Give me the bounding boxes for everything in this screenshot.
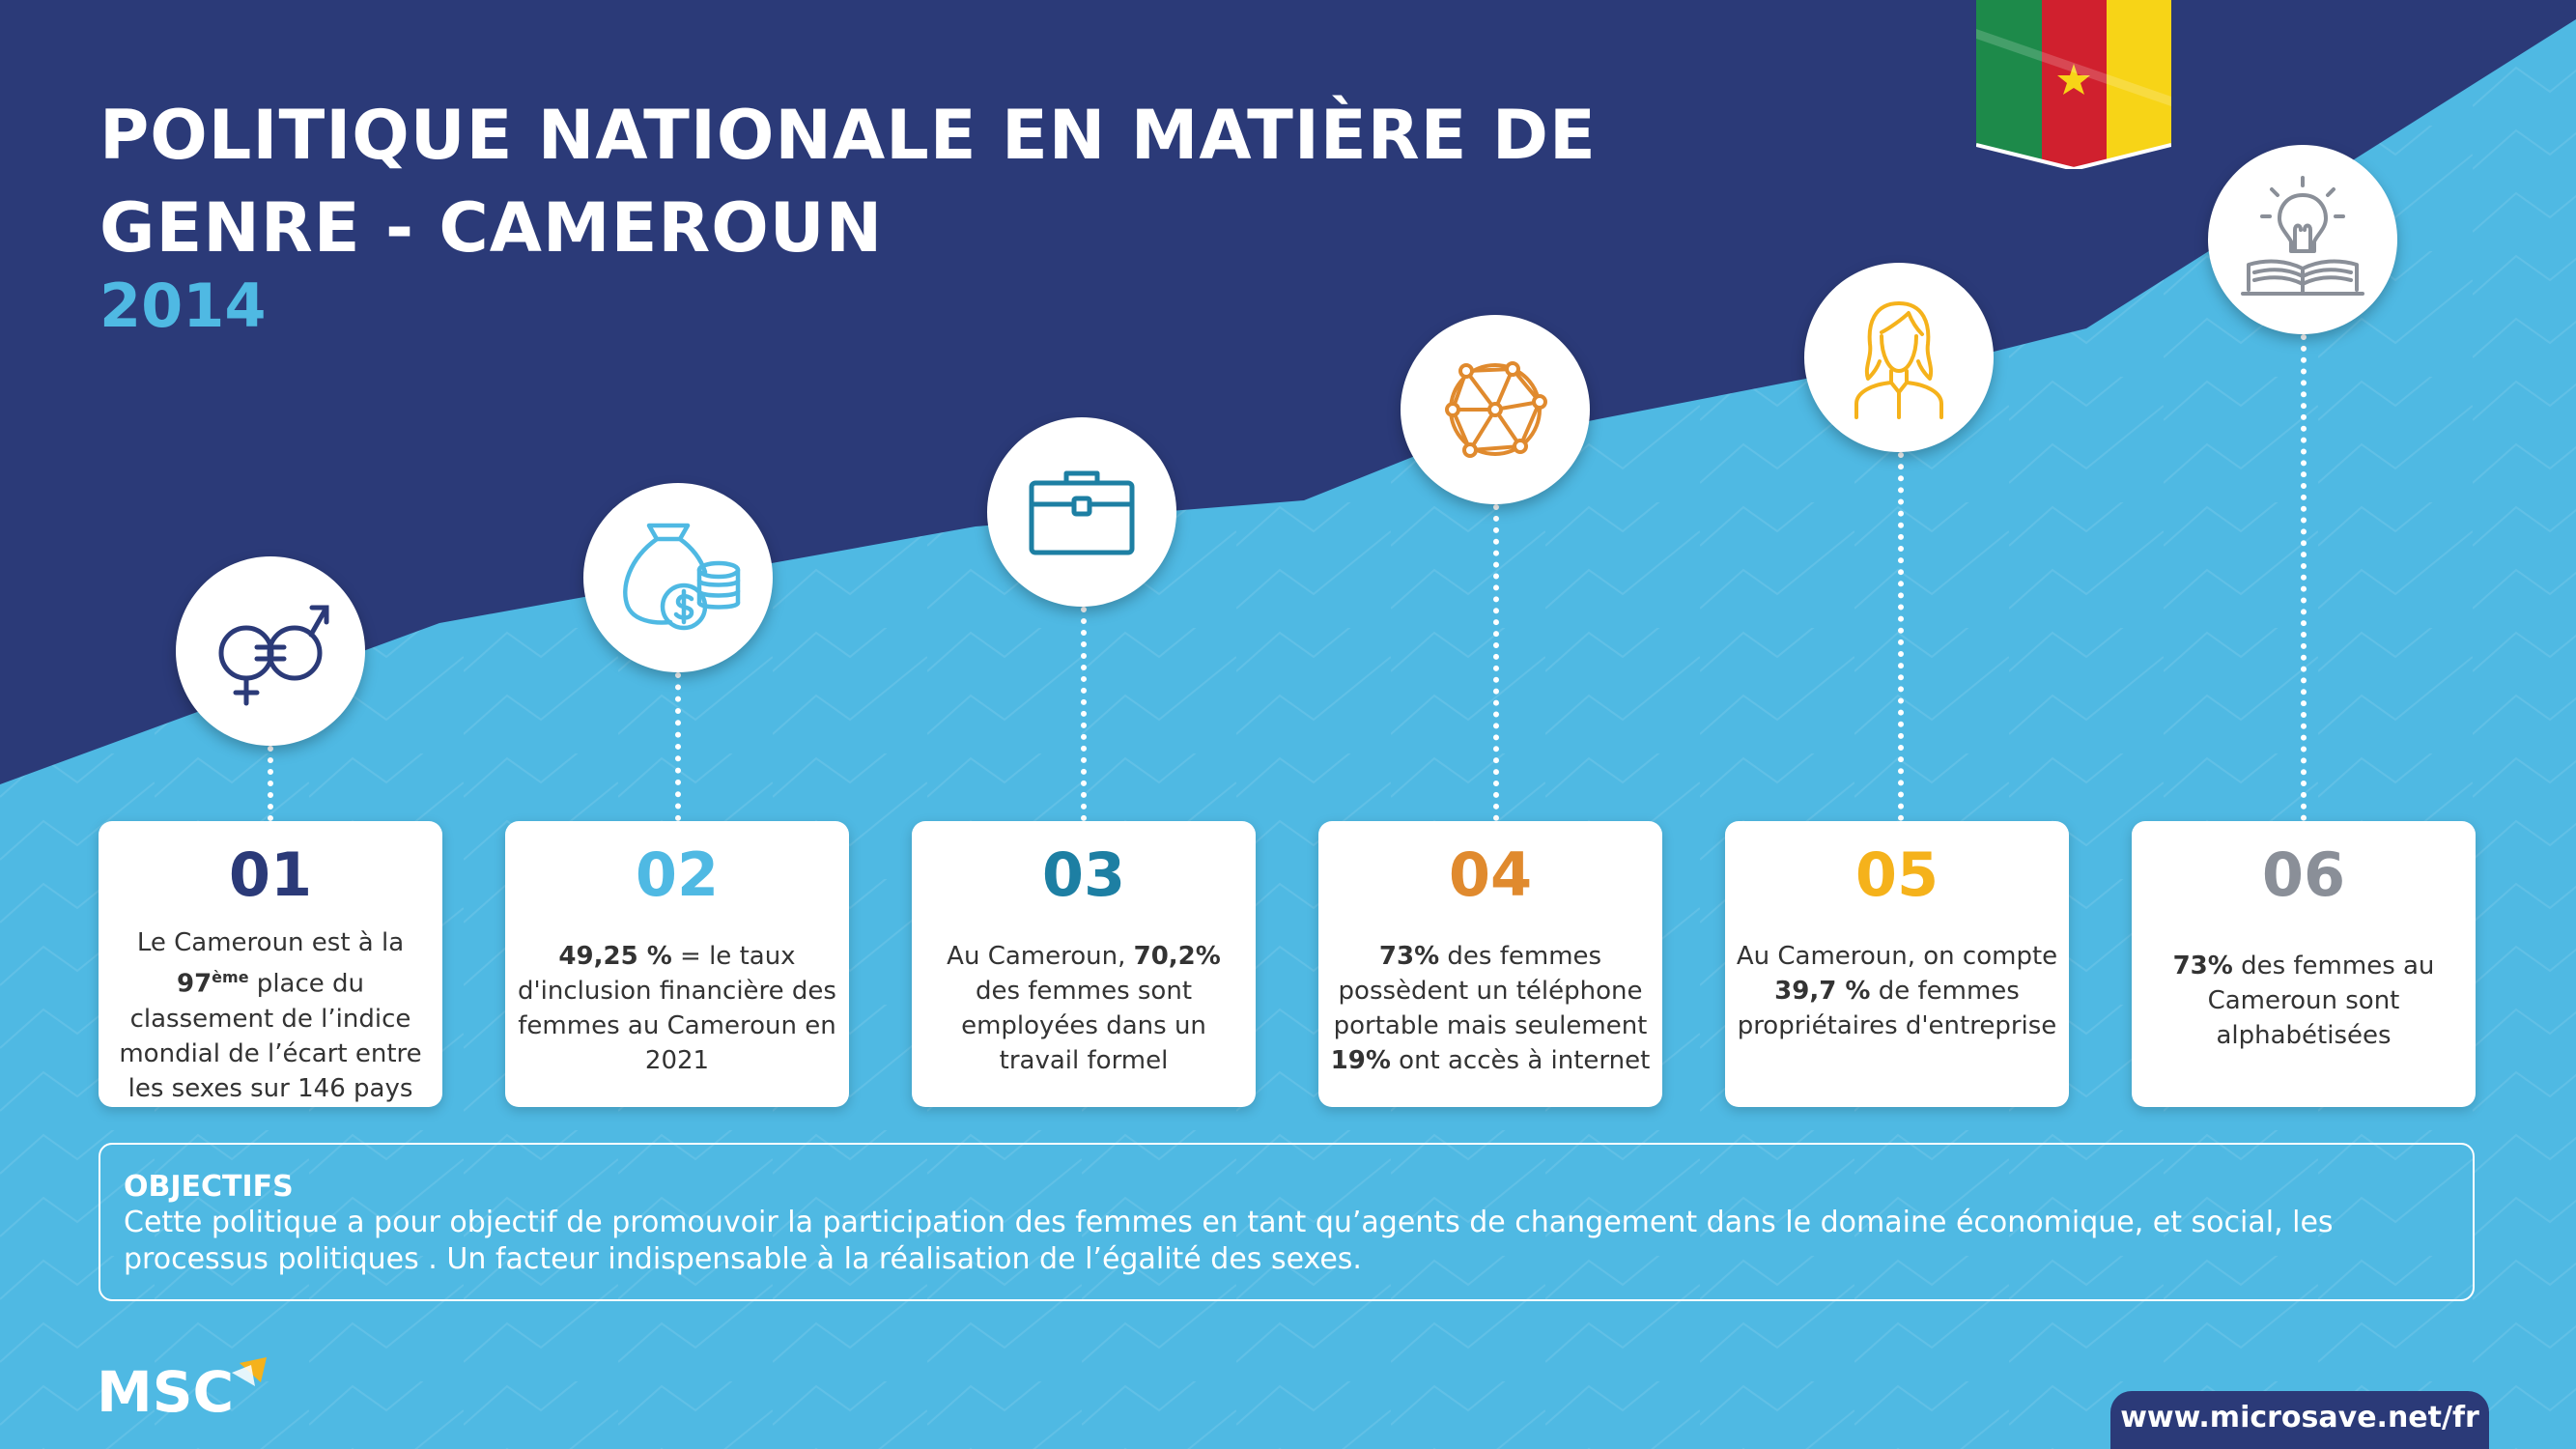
card-number: 01: [228, 839, 313, 910]
stat-card-6: 06 73% des femmes au Cameroun sont alpha…: [2132, 821, 2476, 1107]
card-text-part: 73%: [1378, 942, 1440, 971]
card-text: Au Cameroun, on compte 39,7 % de femmes …: [1735, 939, 2059, 1043]
money-bag-coins-icon: [623, 523, 741, 631]
objectives-title: OBJECTIFS: [124, 1170, 294, 1204]
card-text-part: Le Cameroun est à la: [136, 928, 405, 957]
businesswoman-icon: [1854, 301, 1943, 419]
card-text: Au Cameroun, 70,2% des femmes sont emplo…: [921, 939, 1246, 1078]
card-text-part: Au Cameroun,: [947, 942, 1134, 971]
connector-2: [675, 672, 681, 821]
card-text-part: des femmes possèdent un téléphone portab…: [1333, 942, 1648, 1040]
lightbulb-book-icon: [2241, 176, 2364, 296]
card-text: 73% des femmes possèdent un téléphone po…: [1328, 939, 1653, 1078]
connector-4: [1493, 504, 1499, 821]
card-number: 05: [1854, 839, 1939, 910]
card-text-part: 70,2%: [1133, 942, 1221, 971]
year-label: 2014: [99, 270, 267, 341]
msc-logo: MSC: [97, 1357, 267, 1423]
card-text-part: des femmes au Cameroun sont alphabétisée…: [2207, 952, 2435, 1050]
connector-6: [2301, 334, 2307, 821]
page-title: POLITIQUE NATIONALE EN MATIÈRE DE GENRE …: [99, 89, 1597, 274]
card-text: Le Cameroun est à la 97ème place du clas…: [108, 925, 433, 1106]
card-text-part: 19%: [1330, 1046, 1391, 1075]
card-text-part: Au Cameroun, on compte: [1736, 942, 2058, 971]
gender-equality-icon: [218, 605, 329, 706]
card-text-part: 49,25 %: [558, 942, 672, 971]
card-text-part: de femmes propriétaires d'entreprise: [1737, 977, 2057, 1040]
card-number: 03: [1041, 839, 1126, 910]
card-text-part: 73%: [2172, 952, 2233, 980]
website-link[interactable]: www.microsave.net/fr: [2110, 1391, 2489, 1449]
briefcase-icon: [1029, 470, 1135, 555]
icon-circle-1: [176, 556, 365, 746]
card-text-part: ème: [212, 968, 249, 986]
card-text-part: des femmes sont employées dans un travai…: [961, 977, 1206, 1075]
card-text-part: 39,7 %: [1774, 977, 1871, 1006]
network-globe-icon: [1445, 361, 1547, 458]
card-text-part: ont accès à internet: [1390, 1046, 1651, 1075]
stat-card-4: 04 73% des femmes possèdent un téléphone…: [1318, 821, 1662, 1107]
card-number: 06: [2261, 839, 2346, 910]
card-text-part: = le taux d'inclusion financière des fem…: [518, 942, 836, 1075]
card-text-part: 97: [176, 969, 212, 999]
connector-3: [1081, 607, 1087, 821]
objectives-text: Cette politique a pour objectif de promo…: [124, 1206, 2334, 1276]
card-text: 73% des femmes au Cameroun sont alphabét…: [2141, 949, 2466, 1053]
card-text-part: place du classement de l’indice mondial …: [119, 969, 422, 1103]
logo-text: MSC: [97, 1359, 234, 1423]
stat-card-3: 03 Au Cameroun, 70,2% des femmes sont em…: [912, 821, 1256, 1107]
title-line-2: GENRE - CAMEROUN: [99, 188, 884, 268]
card-text: 49,25 % = le taux d'inclusion financière…: [515, 939, 839, 1078]
card-number: 02: [635, 839, 720, 910]
icon-circle-5: [1804, 263, 1994, 452]
stat-card-2: 02 49,25 % = le taux d'inclusion financi…: [505, 821, 849, 1107]
title-line-1: POLITIQUE NATIONALE EN MATIÈRE DE: [99, 96, 1597, 175]
cameroon-flag-icon: [1976, 0, 2171, 169]
icon-circle-4: [1401, 315, 1590, 504]
card-number: 04: [1448, 839, 1533, 910]
connector-5: [1898, 452, 1904, 821]
objectives-box: OBJECTIFS Cette politique a pour objecti…: [99, 1143, 2475, 1301]
stat-card-5: 05 Au Cameroun, on compte 39,7 % de femm…: [1725, 821, 2069, 1107]
connector-1: [268, 746, 273, 821]
icon-circle-6: [2208, 145, 2397, 334]
stat-card-1: 01 Le Cameroun est à la 97ème place du c…: [99, 821, 442, 1107]
icon-circle-3: [987, 417, 1176, 607]
icon-circle-2: [583, 483, 773, 672]
